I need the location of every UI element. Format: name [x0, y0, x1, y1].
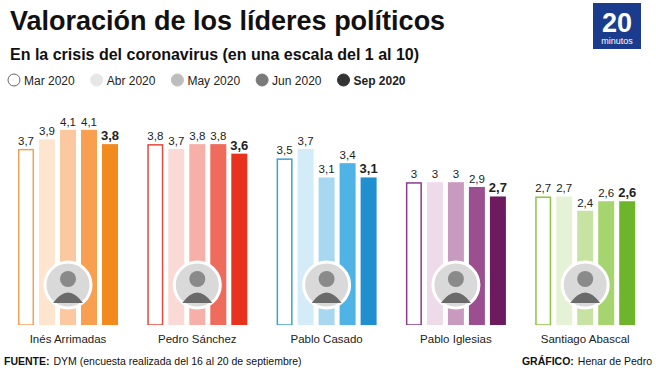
data-label: 3,7 — [168, 135, 184, 147]
portrait-body — [570, 293, 600, 304]
bar — [102, 144, 118, 325]
category-label: Pablo Iglesias — [420, 333, 492, 345]
data-label: 3,7 — [298, 135, 314, 147]
legend-swatch — [338, 74, 350, 86]
data-label: 2,7 — [535, 182, 551, 194]
portrait-circle — [433, 262, 479, 308]
data-label: 4,1 — [60, 116, 76, 128]
category-label: Inés Arrimadas — [30, 333, 107, 345]
credit-text: Henar de Pedro — [578, 355, 652, 367]
portrait-head — [189, 271, 205, 287]
legend-swatch — [171, 74, 183, 86]
bar — [619, 201, 635, 325]
bar — [361, 177, 377, 325]
logo: 20minutos — [593, 3, 641, 49]
bar — [231, 154, 247, 325]
portrait-circle — [174, 262, 220, 308]
data-label: 3,1 — [319, 163, 335, 175]
source-text: DYM (encuesta realizada del 16 al 20 de … — [54, 355, 302, 367]
credit-label: GRÁFICO: — [522, 355, 574, 367]
portrait-head — [577, 271, 593, 287]
bar — [490, 196, 506, 325]
portrait-circle — [45, 262, 91, 308]
bar — [556, 196, 572, 325]
legend-label: May 2020 — [187, 74, 240, 88]
portrait-head — [448, 271, 464, 287]
data-label: 3,9 — [39, 125, 55, 137]
data-label: 2,6 — [598, 187, 614, 199]
legend-swatch — [256, 74, 268, 86]
portrait-body — [441, 293, 471, 304]
data-label: 3,8 — [101, 128, 119, 143]
portrait — [304, 262, 350, 308]
bar — [469, 187, 485, 325]
data-label: 3,7 — [18, 135, 34, 147]
bar — [19, 150, 34, 325]
data-label: 2,6 — [618, 185, 636, 200]
bars — [19, 130, 635, 325]
portrait-body — [312, 293, 342, 304]
bar — [277, 159, 292, 325]
portrait-circle — [304, 262, 350, 308]
portrait-circle — [562, 262, 608, 308]
portrait-body — [53, 293, 83, 304]
title: Valoración de los líderes políticos — [10, 6, 445, 36]
data-label: 3,4 — [340, 149, 357, 161]
data-labels: 3,73,94,14,13,83,83,73,83,83,63,53,73,13… — [18, 116, 636, 209]
categories: Inés Arrimadas Pedro Sánchez Pablo Casado P… — [30, 333, 630, 345]
legend-swatch — [8, 74, 20, 86]
legend: Mar 2020 Abr 2020 May 2020 Jun 2020 Sep 2020 — [8, 74, 406, 88]
bar — [536, 197, 551, 325]
data-label: 3,8 — [147, 130, 163, 142]
legend-swatch — [91, 74, 103, 86]
data-label: 4,1 — [81, 116, 97, 128]
portrait — [174, 262, 220, 308]
bar — [407, 183, 422, 325]
bar — [598, 201, 614, 325]
data-label: 3,8 — [189, 130, 205, 142]
portrait-body — [182, 293, 212, 304]
logo-number: 20 — [602, 8, 632, 38]
bar — [148, 145, 163, 325]
data-label: 3 — [453, 168, 459, 180]
category-label: Pablo Casado — [290, 333, 362, 345]
data-label: 3,6 — [230, 138, 248, 153]
logo-box — [593, 3, 641, 49]
portrait — [562, 262, 608, 308]
data-label: 3,1 — [360, 161, 378, 176]
subtitle: En la crisis del coronavirus (en una esc… — [10, 46, 419, 63]
data-label: 3,8 — [210, 130, 226, 142]
data-label: 2,4 — [577, 197, 594, 209]
legend-label: Abr 2020 — [107, 74, 156, 88]
portrait-head — [60, 271, 76, 287]
portrait-head — [319, 271, 335, 287]
logo-word: minutos — [601, 36, 633, 46]
chart: Valoración de los líderes políticos En la… — [0, 0, 656, 370]
source-label: FUENTE: — [4, 355, 50, 367]
data-label: 2,7 — [489, 180, 507, 195]
category-label: Santiago Abascal — [541, 333, 630, 345]
data-label: 3,5 — [277, 144, 293, 156]
portrait — [45, 262, 91, 308]
data-label: 2,7 — [556, 182, 572, 194]
portrait — [433, 262, 479, 308]
data-label: 3 — [411, 168, 417, 180]
legend-label: Sep 2020 — [354, 74, 406, 88]
data-label: 3 — [432, 168, 438, 180]
category-label: Pedro Sánchez — [158, 333, 237, 345]
legend-label: Jun 2020 — [272, 74, 322, 88]
legend-label: Mar 2020 — [24, 74, 75, 88]
data-label: 2,9 — [469, 173, 485, 185]
